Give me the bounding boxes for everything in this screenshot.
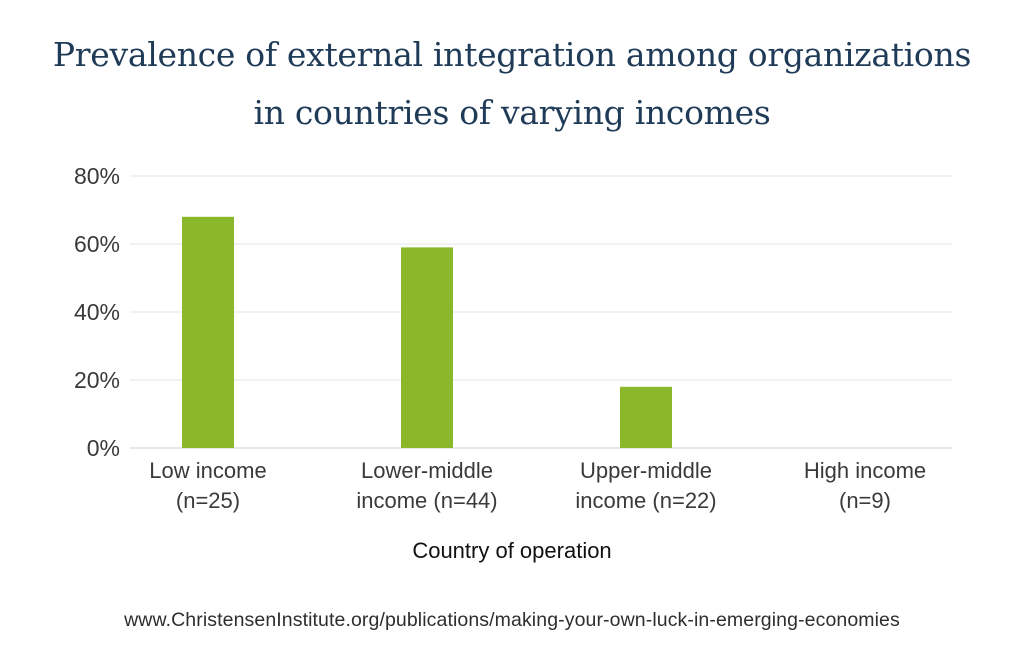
x-category-label: income (n=44) [356, 488, 497, 513]
x-category-label: (n=25) [176, 488, 240, 513]
y-tick-label: 40% [74, 299, 120, 325]
bar [620, 386, 672, 448]
chart-title-line-1: Prevalence of external integration among… [52, 35, 972, 74]
bar [401, 247, 453, 448]
x-category-label: High income [804, 458, 926, 483]
gridlines [130, 175, 952, 449]
bars [182, 216, 672, 448]
x-category-label: Low income [149, 458, 266, 483]
chart-title-line-2: in countries of varying incomes [253, 93, 771, 132]
y-tick-label: 20% [74, 367, 120, 393]
x-category-label: Lower-middle [361, 458, 493, 483]
y-tick-label: 60% [74, 231, 120, 257]
y-tick-label: 0% [87, 435, 120, 461]
y-tick-label: 80% [74, 163, 120, 189]
chart-title: Prevalence of external integration among… [0, 26, 1024, 142]
y-axis-ticks: 0% 20% 40% 60% 80% [74, 163, 120, 461]
x-category-label: income (n=22) [575, 488, 716, 513]
x-category-label: Upper-middle [580, 458, 712, 483]
source-url[interactable]: www.ChristensenInstitute.org/publication… [124, 609, 900, 631]
x-axis-title: Country of operation [412, 538, 612, 563]
x-category-label: (n=9) [839, 488, 891, 513]
x-axis-category-labels: Low income (n=25) Lower-middle income (n=44… [149, 458, 926, 513]
bar [182, 216, 234, 448]
